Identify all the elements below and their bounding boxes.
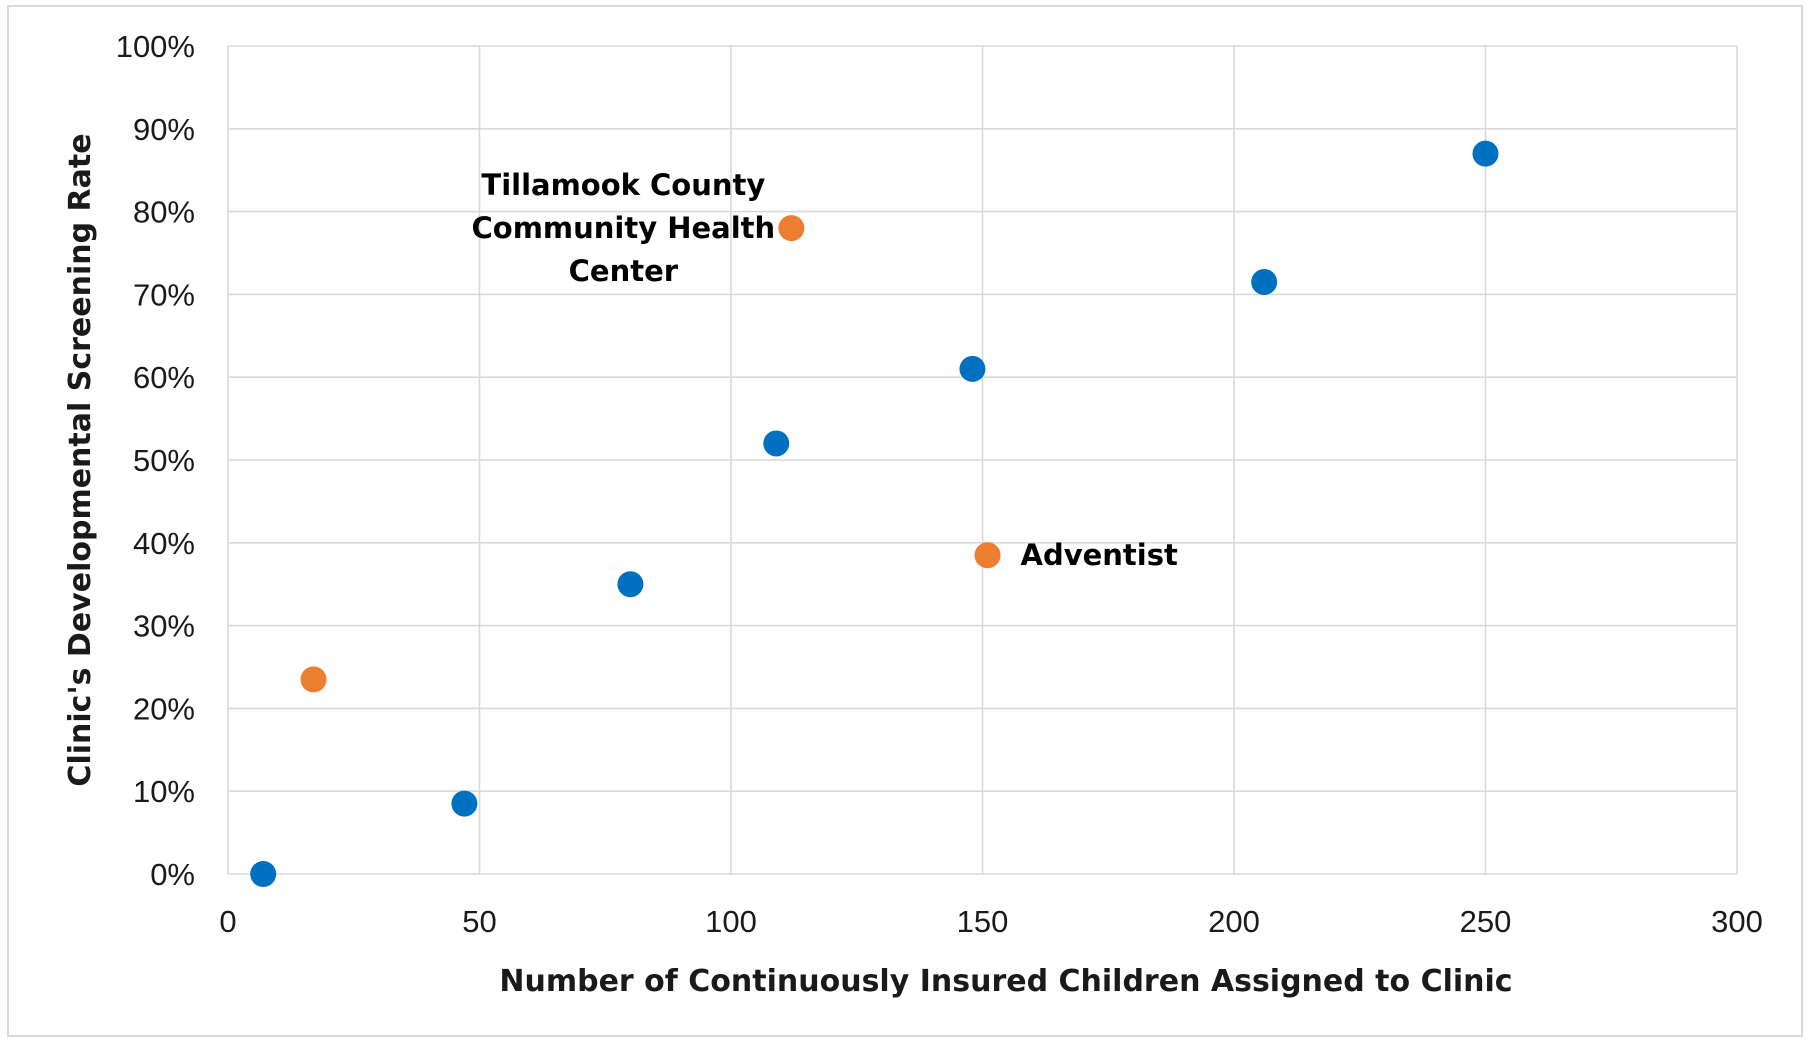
x-tick-label: 200: [1208, 904, 1260, 939]
y-tick-label: 30%: [133, 609, 195, 644]
data-point-series-2: [974, 542, 1001, 569]
annotation-line: Center: [569, 254, 679, 288]
y-tick-label: 40%: [133, 526, 195, 561]
data-point-series-1: [617, 571, 644, 598]
x-tick-label: 150: [957, 904, 1009, 939]
gridlines: [227, 45, 1738, 875]
x-tick-label: 0: [219, 904, 236, 939]
chart-frame: [7, 5, 1803, 1037]
x-tick-label: 50: [462, 904, 496, 939]
y-tick-label: 80%: [133, 195, 195, 230]
annotation-label: Adventist: [1021, 538, 1178, 572]
y-tick-label: 90%: [133, 112, 195, 147]
x-tick-label: 250: [1460, 904, 1512, 939]
y-tick-label: 60%: [133, 360, 195, 395]
data-points: [250, 140, 1499, 887]
annotation-line: Tillamook County: [481, 168, 765, 202]
y-tick-label: 100%: [116, 29, 195, 64]
y-tick-label: 70%: [133, 277, 195, 312]
data-point-series-2: [778, 215, 805, 242]
x-tick-label: 300: [1711, 904, 1763, 939]
y-tick-label: 50%: [133, 443, 195, 478]
data-point-series-1: [1251, 268, 1278, 295]
data-point-series-1: [763, 430, 790, 457]
y-tick-label: 20%: [133, 691, 195, 726]
annotation-label: Tillamook County Community Health Center: [472, 168, 776, 288]
data-point-series-1: [959, 355, 986, 382]
x-axis-tick-labels: 0 50 100 150 200 250 300: [219, 904, 1762, 939]
y-axis-title: Clinic's Developmental Screening Rate: [63, 133, 98, 786]
x-tick-label: 100: [705, 904, 757, 939]
data-point-series-2: [300, 666, 327, 693]
y-axis-tick-labels: 0% 10% 20% 30% 40% 50% 60% 70% 80% 90% 100%: [116, 29, 195, 892]
data-point-series-1: [1472, 140, 1499, 167]
data-point-series-1: [451, 790, 478, 817]
y-tick-label: 0%: [150, 857, 195, 892]
annotation-line: Community Health: [472, 211, 776, 245]
y-tick-label: 10%: [133, 774, 195, 809]
data-point-series-1: [250, 861, 277, 887]
x-axis-title: Number of Continuously Insured Children …: [499, 964, 1512, 999]
point-annotations: Tillamook County Community Health Center Ad…: [472, 168, 1179, 572]
